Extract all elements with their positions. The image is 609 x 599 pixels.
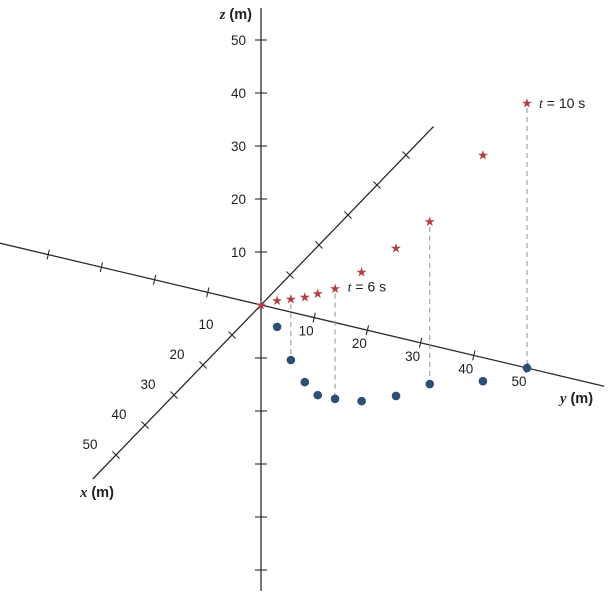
x-axis-tick — [170, 391, 178, 399]
y-axis-tick — [99, 262, 104, 273]
x-tick-label: 40 — [111, 407, 126, 422]
projection-dot — [425, 379, 435, 389]
y-axis-tick — [152, 274, 157, 285]
time-annotation: t = 6 s — [348, 278, 387, 295]
projection-dot — [478, 376, 488, 386]
x-tick-label: 10 — [198, 317, 213, 332]
y-axis-tick — [365, 325, 370, 336]
trajectory-star: ★ — [424, 214, 436, 229]
x-axis-tick — [228, 331, 236, 339]
projection-dot — [522, 363, 532, 373]
projection-dot — [272, 322, 282, 332]
trajectory-star: ★ — [285, 291, 297, 306]
y-axis-tick — [312, 312, 316, 323]
y-axis-tick — [46, 249, 50, 260]
trajectory-star: ★ — [356, 265, 368, 280]
projection-dot — [357, 396, 366, 406]
y-axis-line — [0, 242, 605, 387]
projection-dot — [391, 391, 401, 401]
y-tick-label: 50 — [511, 374, 526, 389]
x-tick-label: 30 — [140, 377, 155, 392]
x-axis-tick — [373, 181, 381, 189]
x-axis-tick — [344, 211, 352, 219]
x-axis-tick — [286, 271, 294, 279]
y-tick-label: 40 — [458, 361, 473, 376]
trajectory-star: ★ — [312, 286, 324, 301]
x-axis-tick — [112, 451, 120, 459]
x-axis-tick — [199, 361, 207, 369]
y-tick-label: 20 — [352, 336, 367, 351]
z-tick-label: 50 — [231, 33, 246, 48]
x-tick-label: 50 — [82, 437, 97, 452]
x-tick-label: 20 — [169, 347, 184, 362]
trajectory-star: ★ — [477, 148, 489, 163]
z-tick-label: 30 — [231, 139, 246, 154]
trajectory-star: ★ — [521, 95, 533, 110]
trajectory-star: ★ — [271, 293, 283, 308]
x-axis-tick — [315, 241, 323, 249]
z-tick-label: 10 — [231, 245, 246, 260]
projection-dot — [286, 355, 296, 365]
trajectory-star: ★ — [329, 281, 341, 296]
time-annotation: t = 10 s — [539, 95, 585, 112]
z-tick-label: 40 — [231, 86, 246, 101]
x-axis-label: x (m) — [79, 485, 114, 501]
y-tick-label: 30 — [405, 349, 420, 364]
y-axis-tick — [418, 337, 423, 348]
y-tick-label: 10 — [299, 324, 314, 339]
y-axis-tick — [206, 287, 210, 298]
y-axis-label: y (m) — [558, 391, 593, 407]
x-axis-tick — [141, 421, 149, 429]
x-axis-tick — [402, 151, 410, 159]
trajectory-star: ★ — [255, 297, 267, 312]
trajectory-star: ★ — [390, 240, 402, 255]
projection-dot — [313, 390, 323, 400]
trajectory-star: ★ — [299, 290, 311, 305]
projection-dot — [300, 377, 310, 387]
projection-dot — [330, 394, 340, 404]
z-tick-label: 20 — [231, 192, 246, 207]
y-axis-tick — [472, 350, 476, 361]
z-axis-label: z (m) — [219, 7, 252, 23]
